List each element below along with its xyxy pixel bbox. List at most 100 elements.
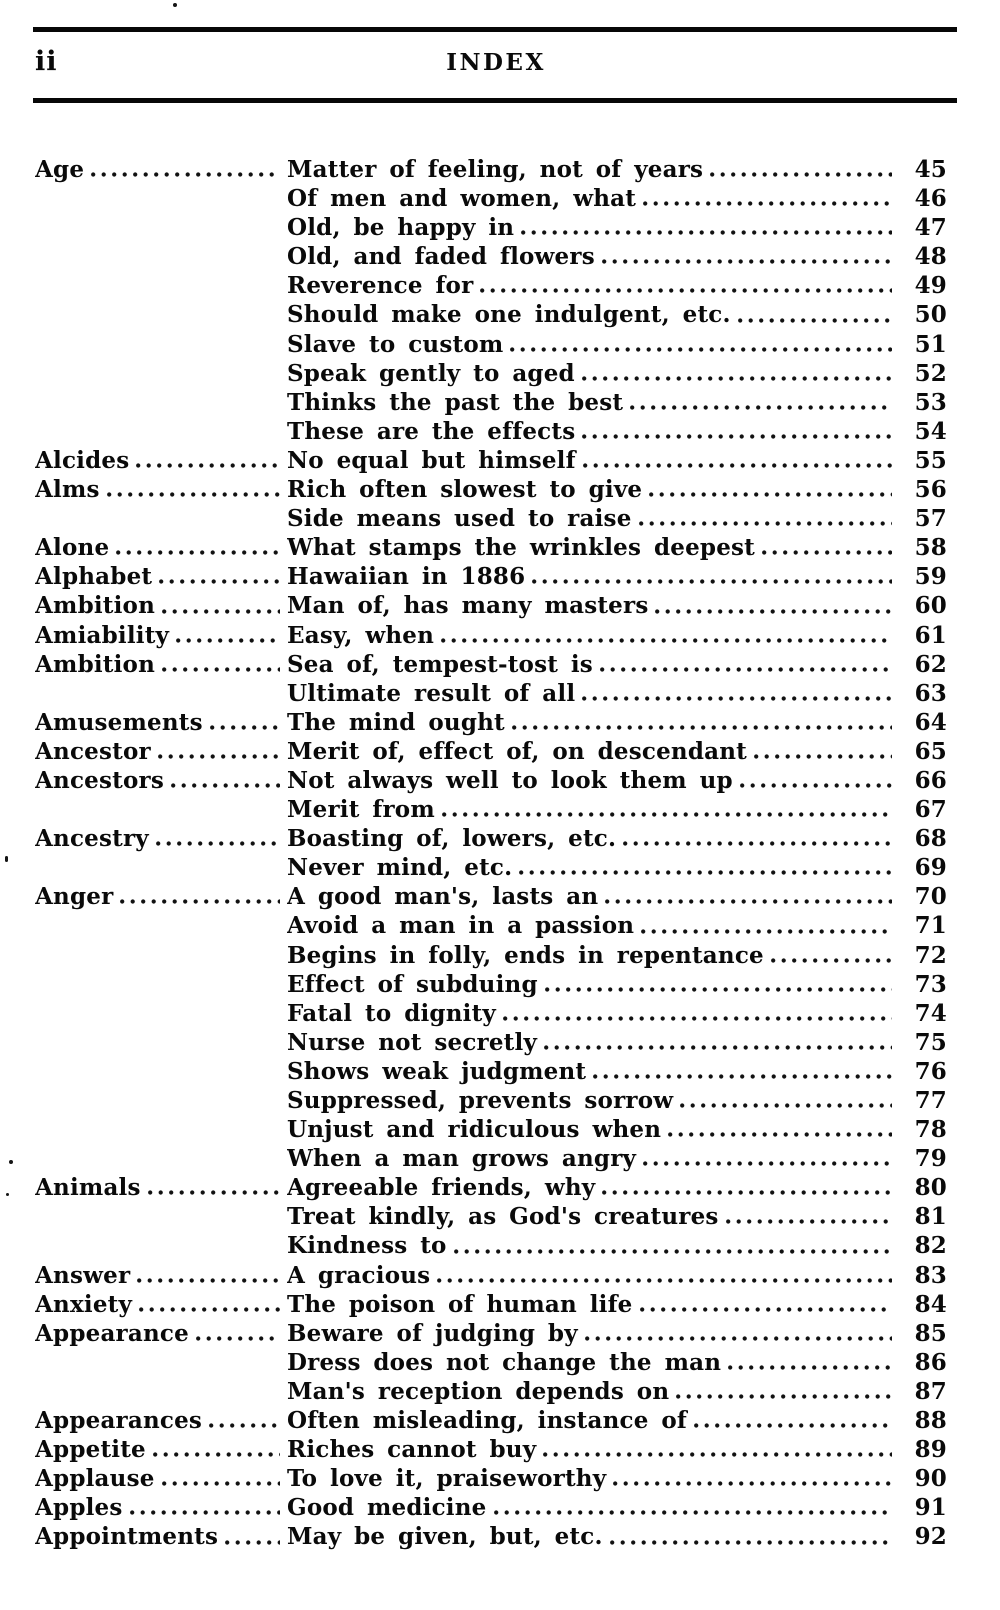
description-cell: These are the effects [287,417,899,446]
scan-artifact-dot [5,856,8,862]
entry-description: Easy, when [287,621,435,649]
term-cell [35,1377,287,1406]
description-dot-leader [441,812,892,818]
entry-description: Beware of judging by [287,1319,578,1347]
entry-term: Appearances [35,1407,203,1435]
description-cell: Matter of feeling, not of years [287,155,899,184]
term-dot-leader [137,1277,280,1283]
entry-description: Man's reception depends on [287,1377,670,1405]
term-cell: Amusements [35,708,287,737]
term-cell [35,1231,287,1260]
description-cell: The mind ought [287,708,899,737]
entry-page-number: 66 [914,766,947,794]
entry-page-number: 70 [914,883,947,911]
entry-term: Apples [35,1494,123,1522]
term-cell [35,1028,287,1057]
description-dot-leader [441,637,892,643]
description-dot-leader [480,288,892,294]
term-cell: Ancestry [35,824,287,853]
description-cell: Old, and faded flowers [287,242,899,271]
description-cell: Often misleading, instance of [287,1406,899,1435]
index-row: Ancestors Not always well to look them u… [35,766,947,795]
entry-page-number: 67 [914,796,947,824]
entry-page-number: 74 [914,999,947,1027]
term-cell [35,941,287,970]
entry-description: The mind ought [287,708,505,736]
entry-page-number: 51 [914,330,947,358]
header-rule [33,98,957,103]
entry-description: Avoid a man in a passion [287,912,635,940]
term-cell: Anxiety [35,1290,287,1319]
entry-description: Riches cannot buy [287,1436,537,1464]
description-dot-leader [544,1044,892,1050]
index-row: Appearance Beware of judging by 85 [35,1319,947,1348]
index-row: Effect of subduing 73 [35,970,947,999]
scan-artifact-dot [9,1160,13,1164]
description-dot-leader [532,579,892,585]
description-cell: Reverence for [287,271,899,300]
description-cell: A good man's, lasts an [287,882,899,911]
description-dot-leader [582,463,892,469]
index-row: Shows weak judgment 76 [35,1057,947,1086]
entry-page-number: 78 [914,1116,947,1144]
term-cell [35,300,287,329]
index-row: Of men and women, what 46 [35,184,947,213]
description-dot-leader [543,1452,892,1458]
description-dot-leader [630,404,892,410]
description-cell: Agreeable friends, why [287,1173,899,1202]
description-cell: Suppressed, prevents sorrow [287,1086,899,1115]
entry-description: Often misleading, instance of [287,1407,687,1435]
entry-page-number: 46 [914,185,947,213]
term-cell: Applause [35,1464,287,1493]
entry-page-number: 53 [914,388,947,416]
entry-description: Speak gently to aged [287,359,575,387]
term-cell: Anger [35,882,287,911]
description-cell: What stamps the wrinkles deepest [287,533,899,562]
top-rule [33,27,957,32]
entry-page-number: 75 [914,1028,947,1056]
index-row: Never mind, etc. 69 [35,853,947,882]
term-cell [35,184,287,213]
term-dot-leader [129,1510,280,1516]
entry-term: Amiability [35,621,170,649]
index-row: Fatal to dignity 74 [35,999,947,1028]
index-row: Should make one indulgent, etc. 50 [35,300,947,329]
description-cell: Beware of judging by [287,1319,899,1348]
term-cell: Ambition [35,591,287,620]
description-cell: Man's reception depends on [287,1377,899,1406]
entry-description: Agreeable friends, why [287,1174,596,1202]
entry-description: Thinks the past the best [287,388,624,416]
index-row: Reverence for 49 [35,271,947,300]
index-row: Nurse not secretly 75 [35,1028,947,1057]
description-cell: Avoid a man in a passion [287,911,899,940]
entry-page-number: 60 [914,592,947,620]
index-row: Man's reception depends on 87 [35,1377,947,1406]
index-row: Ancestor Merit of, effect of, on descend… [35,737,947,766]
term-dot-leader [120,899,280,905]
page-header: ii INDEX [35,46,957,80]
description-dot-leader [544,986,892,992]
description-cell: Unjust and ridiculous when [287,1115,899,1144]
entry-description: A good man's, lasts an [287,883,599,911]
entry-page-number: 62 [914,650,947,678]
description-cell: Boasting of, lowers, etc. [287,824,899,853]
entry-term: Anxiety [35,1290,133,1318]
entry-page-number: 85 [914,1319,947,1347]
description-dot-leader [728,1364,892,1370]
term-cell [35,1144,287,1173]
description-dot-leader [643,1161,892,1167]
entry-page-number: 56 [914,476,947,504]
term-cell: Ancestor [35,737,287,766]
entry-description: Shows weak judgment [287,1057,587,1085]
index-row: Anxiety The poison of human life 84 [35,1290,947,1319]
entry-description: Rich often slowest to give [287,476,643,504]
entry-page-number: 57 [914,505,947,533]
term-dot-leader [161,1481,280,1487]
entry-description: Kindness to [287,1232,447,1260]
description-dot-leader [655,608,892,614]
entry-page-number: 47 [914,214,947,242]
entry-page-number: 76 [914,1057,947,1085]
term-dot-leader [147,1190,280,1196]
entry-term: Ancestor [35,737,151,765]
